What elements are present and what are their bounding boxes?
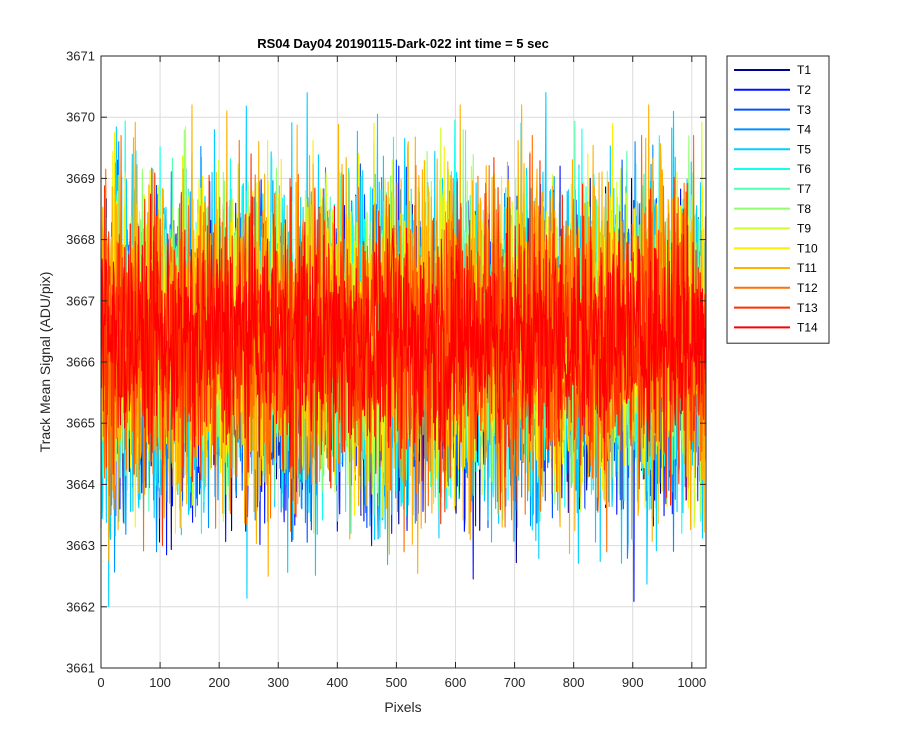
legend: T1 T2 T3 T4 T5 T6 T7 T8 T9 T10 T11 T12 T13 T14 [726, 55, 830, 344]
y-tick-label: 3665 [66, 416, 95, 431]
legend-label-t5: T5 [797, 142, 811, 156]
legend-label-t2: T2 [797, 83, 811, 97]
y-tick-label: 3669 [66, 171, 95, 186]
ticks: 0 100 200 300 400 500 600 700 800 900 1000 3661 3662… [66, 49, 706, 691]
x-tick-label: 1000 [677, 675, 706, 690]
y-tick-label: 3668 [66, 232, 95, 247]
y-tick-label: 3663 [66, 538, 95, 553]
chart-title: RS04 Day04 20190115-Dark-022 int time = … [257, 36, 549, 51]
x-tick-label: 600 [445, 675, 467, 690]
y-tick-label: 3661 [66, 661, 95, 676]
y-tick-label: 3670 [66, 110, 95, 125]
legend-label-t9: T9 [797, 222, 811, 236]
legend-label-t1: T1 [797, 63, 811, 77]
x-tick-label: 500 [386, 675, 408, 690]
x-axis-label: Pixels [384, 699, 421, 715]
x-tick-label: 400 [326, 675, 348, 690]
x-tick-label: 0 [97, 675, 104, 690]
y-axis-label: Track Mean Signal (ADU/pix) [37, 272, 53, 453]
legend-box [726, 55, 830, 344]
legend-label-t11: T11 [797, 261, 817, 275]
series-lines [100, 92, 706, 608]
legend-label-t8: T8 [797, 202, 811, 216]
x-tick-label: 900 [622, 675, 644, 690]
legend-label-t4: T4 [797, 123, 811, 137]
x-tick-label: 700 [504, 675, 526, 690]
legend-label-t13: T13 [797, 301, 818, 315]
legend-label-t10: T10 [797, 241, 818, 255]
y-tick-label: 3662 [66, 599, 95, 614]
legend-label-t14: T14 [797, 321, 818, 335]
y-tick-label: 3671 [66, 49, 95, 64]
series-line-t14 [100, 193, 706, 473]
legend-label-t6: T6 [797, 162, 811, 176]
x-tick-label: 800 [563, 675, 585, 690]
legend-label-t7: T7 [797, 182, 811, 196]
legend-label-t12: T12 [797, 281, 818, 295]
x-tick-label: 300 [267, 675, 289, 690]
x-tick-label: 200 [208, 675, 230, 690]
y-tick-label: 3664 [66, 477, 95, 492]
x-tick-label: 100 [149, 675, 171, 690]
legend-label-t3: T3 [797, 103, 811, 117]
y-tick-label: 3667 [66, 293, 95, 308]
y-tick-label: 3666 [66, 355, 95, 370]
